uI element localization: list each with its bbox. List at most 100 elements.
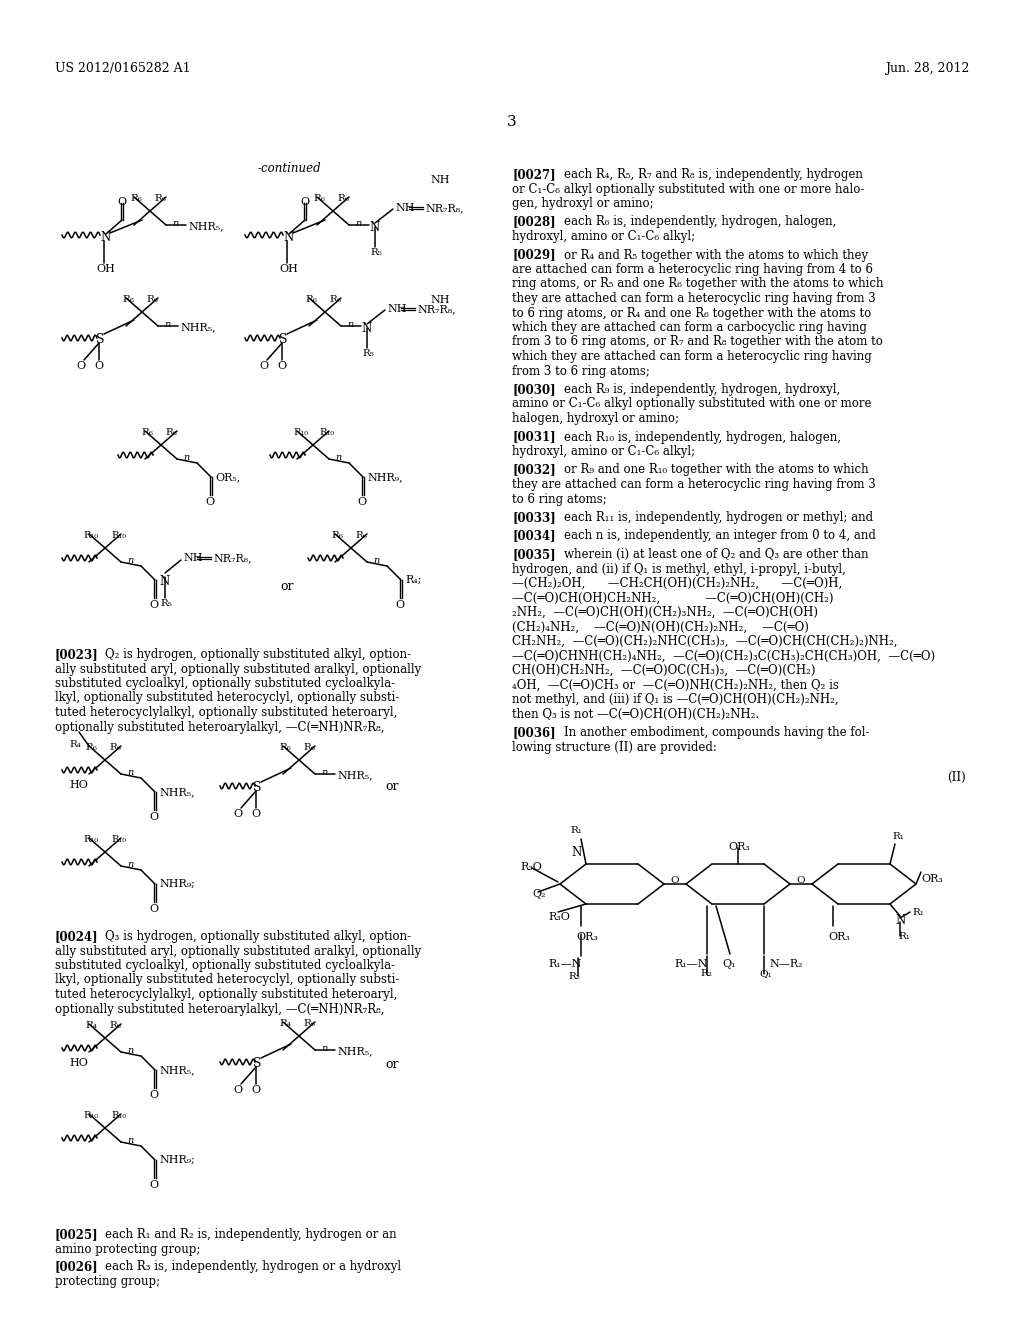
Text: each R₁ and R₂ is, independently, hydrogen or an: each R₁ and R₂ is, independently, hydrog… xyxy=(105,1228,396,1241)
Text: n: n xyxy=(183,453,189,462)
Text: each n is, independently, an integer from 0 to 4, and: each n is, independently, an integer fro… xyxy=(564,529,876,543)
Text: [0025]: [0025] xyxy=(55,1228,98,1241)
Text: CH(OH)CH₂NH₂,  —C(═O)OC(CH₃)₃,  —C(═O)(CH₂): CH(OH)CH₂NH₂, —C(═O)OC(CH₃)₃, —C(═O)(CH₂… xyxy=(512,664,815,677)
Text: O: O xyxy=(251,809,260,818)
Text: R₁: R₁ xyxy=(892,832,904,841)
Text: to 6 ring atoms;: to 6 ring atoms; xyxy=(512,492,607,506)
Text: R₁₀: R₁₀ xyxy=(83,1111,98,1119)
Text: R₁₀: R₁₀ xyxy=(83,836,98,843)
Text: [0023]: [0023] xyxy=(55,648,98,661)
Text: [0029]: [0029] xyxy=(512,248,556,261)
Text: then Q₃ is not —C(═O)CH(OH)(CH₂)₂NH₂.: then Q₃ is not —C(═O)CH(OH)(CH₂)₂NH₂. xyxy=(512,708,759,721)
Text: R₃O: R₃O xyxy=(520,862,542,873)
Text: CH₂NH₂,  —C(═O)(CH₂)₂NHC(CH₃)₃,  —C(═O)CH(CH(CH₂)₂)NH₂,: CH₂NH₂, —C(═O)(CH₂)₂NHC(CH₃)₃, —C(═O)CH(… xyxy=(512,635,897,648)
Text: R₄: R₄ xyxy=(279,1019,291,1028)
Text: OR₃: OR₃ xyxy=(921,874,943,884)
Text: from 3 to 6 ring atoms, or R₇ and R₈ together with the atom to: from 3 to 6 ring atoms, or R₇ and R₈ tog… xyxy=(512,335,883,348)
Text: S: S xyxy=(96,333,104,346)
Text: O: O xyxy=(76,360,85,371)
Text: R₃O: R₃O xyxy=(548,912,570,921)
Text: ally substituted aryl, optionally substituted aralkyl, optionally: ally substituted aryl, optionally substi… xyxy=(55,663,421,676)
Text: R₆: R₆ xyxy=(313,194,325,203)
Text: R₁: R₁ xyxy=(912,908,924,917)
Text: n: n xyxy=(127,861,133,869)
Text: N: N xyxy=(100,231,111,244)
Text: lkyl, optionally substituted heterocyclyl, optionally substi-: lkyl, optionally substituted heterocycly… xyxy=(55,692,399,705)
Text: optionally substituted heteroarylalkyl, —C(═NH)NR₇R₈,: optionally substituted heteroarylalkyl, … xyxy=(55,1002,384,1015)
Text: In another embodiment, compounds having the fol-: In another embodiment, compounds having … xyxy=(564,726,869,739)
Text: each R₁₀ is, independently, hydrogen, halogen,: each R₁₀ is, independently, hydrogen, ha… xyxy=(564,430,841,444)
Text: each R₉ is, independently, hydrogen, hydroxyl,: each R₉ is, independently, hydrogen, hyd… xyxy=(564,383,841,396)
Text: R₁—N: R₁—N xyxy=(548,960,582,969)
Text: ₂NH₂,  —C(═O)CH(OH)(CH₂)₃NH₂,  —C(═O)CH(OH): ₂NH₂, —C(═O)CH(OH)(CH₂)₃NH₂, —C(═O)CH(OH… xyxy=(512,606,818,619)
Text: lkyl, optionally substituted heterocyclyl, optionally substi-: lkyl, optionally substituted heterocycly… xyxy=(55,974,399,986)
Text: NH: NH xyxy=(430,294,450,305)
Text: R₁₀: R₁₀ xyxy=(111,1111,126,1119)
Text: [0028]: [0028] xyxy=(512,215,556,228)
Text: ring atoms, or R₅ and one R₆ together with the atoms to which: ring atoms, or R₅ and one R₆ together wi… xyxy=(512,277,884,290)
Text: OR₅,: OR₅, xyxy=(215,473,241,482)
Text: each R₃ is, independently, hydrogen or a hydroxyl: each R₃ is, independently, hydrogen or a… xyxy=(105,1261,401,1272)
Text: R₅: R₅ xyxy=(160,599,172,609)
Text: optionally substituted heteroarylalkyl, —C(═NH)NR₇R₈,: optionally substituted heteroarylalkyl, … xyxy=(55,721,384,734)
Text: ally substituted aryl, optionally substituted aralkyl, optionally: ally substituted aryl, optionally substi… xyxy=(55,945,421,957)
Text: R₆: R₆ xyxy=(303,743,314,752)
Text: NHR₉,: NHR₉, xyxy=(367,473,402,482)
Text: O: O xyxy=(670,876,679,884)
Text: n: n xyxy=(127,1045,133,1055)
Text: from 3 to 6 ring atoms;: from 3 to 6 ring atoms; xyxy=(512,364,650,378)
Text: n: n xyxy=(127,1137,133,1144)
Text: O: O xyxy=(233,809,242,818)
Text: [0031]: [0031] xyxy=(512,430,556,444)
Text: n: n xyxy=(355,219,361,228)
Text: O: O xyxy=(357,498,367,507)
Text: R₄: R₄ xyxy=(85,1020,97,1030)
Text: —(CH₂)₂OH,      —CH₂CH(OH)(CH₂)₂NH₂,      —C(═O)H,: —(CH₂)₂OH, —CH₂CH(OH)(CH₂)₂NH₂, —C(═O)H, xyxy=(512,577,843,590)
Text: R₁₀: R₁₀ xyxy=(111,531,126,540)
Text: protecting group;: protecting group; xyxy=(55,1275,160,1287)
Text: R₂: R₂ xyxy=(568,972,580,981)
Text: N: N xyxy=(159,576,169,587)
Text: hydrogen, and (ii) if Q₁ is methyl, ethyl, i-propyl, i-butyl,: hydrogen, and (ii) if Q₁ is methyl, ethy… xyxy=(512,562,846,576)
Text: R₆: R₆ xyxy=(303,1019,314,1028)
Text: OH: OH xyxy=(279,264,298,275)
Text: NR₇R₈,: NR₇R₈, xyxy=(425,203,464,213)
Text: S: S xyxy=(253,1057,261,1071)
Text: NH: NH xyxy=(395,203,415,213)
Text: OR₃: OR₃ xyxy=(728,842,750,851)
Text: Q₁: Q₁ xyxy=(722,960,735,969)
Text: R₆: R₆ xyxy=(329,294,341,304)
Text: US 2012/0165282 A1: US 2012/0165282 A1 xyxy=(55,62,190,75)
Text: lowing structure (II) are provided:: lowing structure (II) are provided: xyxy=(512,741,717,754)
Text: each R₁₁ is, independently, hydrogen or methyl; and: each R₁₁ is, independently, hydrogen or … xyxy=(564,511,873,524)
Text: R₁₀: R₁₀ xyxy=(319,428,334,437)
Text: n: n xyxy=(321,1044,328,1053)
Text: N: N xyxy=(571,846,582,859)
Text: N: N xyxy=(361,322,372,335)
Text: O: O xyxy=(117,197,126,207)
Text: N: N xyxy=(895,913,905,927)
Text: hydroxyl, amino or C₁-C₆ alkyl;: hydroxyl, amino or C₁-C₆ alkyl; xyxy=(512,230,695,243)
Text: Q₂ is hydrogen, optionally substituted alkyl, option-: Q₂ is hydrogen, optionally substituted a… xyxy=(105,648,411,661)
Text: tuted heterocyclylalkyl, optionally substituted heteroaryl,: tuted heterocyclylalkyl, optionally subs… xyxy=(55,706,397,719)
Text: R₄;: R₄; xyxy=(406,576,422,585)
Text: NHR₉;: NHR₉; xyxy=(159,879,195,888)
Text: NHR₉;: NHR₉; xyxy=(159,1155,195,1166)
Text: to 6 ring atoms, or R₄ and one R₆ together with the atoms to: to 6 ring atoms, or R₄ and one R₆ togeth… xyxy=(512,306,871,319)
Text: Q₁: Q₁ xyxy=(759,969,772,978)
Text: are attached can form a heterocyclic ring having from 4 to 6: are attached can form a heterocyclic rin… xyxy=(512,263,873,276)
Text: R₁₀: R₁₀ xyxy=(83,531,98,540)
Text: O: O xyxy=(259,360,268,371)
Text: n: n xyxy=(164,319,170,329)
Text: O: O xyxy=(150,1090,158,1100)
Text: which they are attached can form a heterocyclic ring having: which they are attached can form a heter… xyxy=(512,350,871,363)
Text: NHR₅,: NHR₅, xyxy=(159,787,195,797)
Text: or C₁-C₆ alkyl optionally substituted with one or more halo-: or C₁-C₆ alkyl optionally substituted wi… xyxy=(512,182,864,195)
Text: R₆: R₆ xyxy=(141,428,153,437)
Text: R₆: R₆ xyxy=(279,743,291,752)
Text: n: n xyxy=(127,556,133,565)
Text: or R₄ and R₅ together with the atoms to which they: or R₄ and R₅ together with the atoms to … xyxy=(564,248,868,261)
Text: (CH₂)₄NH₂,    —C(═O)N(OH)(CH₂)₂NH₂,    —C(═O): (CH₂)₄NH₂, —C(═O)N(OH)(CH₂)₂NH₂, —C(═O) xyxy=(512,620,809,634)
Text: 3: 3 xyxy=(507,115,517,129)
Text: O: O xyxy=(251,1085,260,1096)
